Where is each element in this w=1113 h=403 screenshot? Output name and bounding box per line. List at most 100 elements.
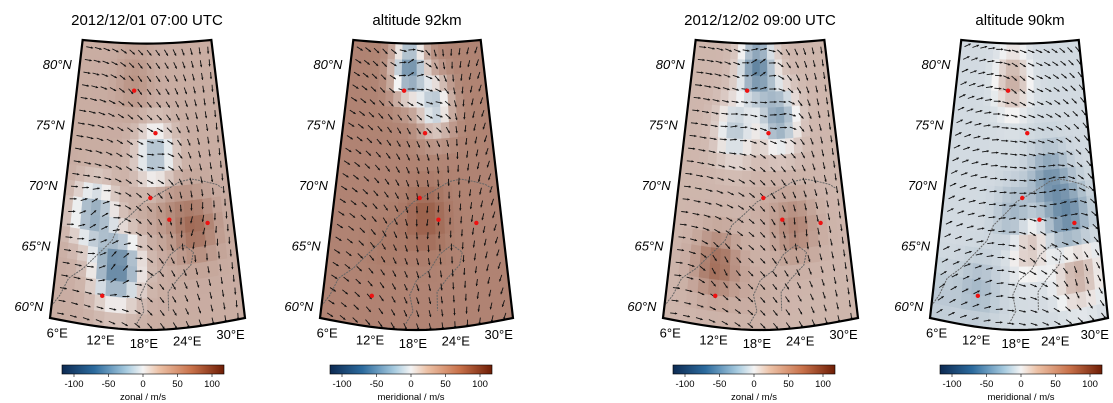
wind-arrow-head: [719, 61, 723, 64]
wind-arrow-head: [186, 312, 189, 315]
field-cell: [204, 228, 217, 246]
wind-arrow-head: [405, 236, 408, 239]
field-cell: [385, 89, 395, 107]
wind-arrow-head: [821, 270, 824, 273]
field-cell: [744, 58, 753, 76]
wind-arrow-head: [1046, 323, 1049, 326]
wind-arrow-head: [462, 259, 465, 263]
wind-arrow-head: [755, 86, 758, 90]
wind-arrow-head: [213, 218, 217, 221]
wind-arrow-head: [1079, 307, 1082, 311]
wind-arrow-head: [210, 179, 214, 182]
wind-arrow-head: [93, 238, 96, 241]
field-cell: [1018, 313, 1030, 331]
wind-arrow-head: [762, 235, 766, 238]
wind-arrow-head: [161, 181, 164, 184]
wind-arrow-head: [202, 232, 205, 235]
field-cell: [808, 229, 820, 248]
wind-arrow-head: [1024, 204, 1027, 208]
field-cell: [716, 311, 729, 329]
wind-arrow-head: [485, 152, 488, 155]
wind-arrow-head: [1004, 191, 1007, 194]
field-cell: [704, 87, 714, 105]
wind-arrow-head: [100, 306, 104, 310]
field-cell: [147, 234, 158, 251]
wind-arrow-head: [762, 169, 766, 172]
field-cell: [714, 57, 724, 75]
wind-arrow-head: [1000, 61, 1003, 64]
field-cell: [723, 168, 735, 187]
wind-arrow-head: [964, 81, 967, 84]
field-cell: [439, 74, 448, 91]
wind-arrow-head: [981, 227, 985, 230]
wind-arrow-head: [118, 204, 121, 207]
wind-arrow-head: [223, 203, 227, 206]
wind-arrow-head: [955, 170, 958, 173]
wind-arrow-head: [462, 104, 465, 107]
wind-arrow-head: [444, 79, 447, 82]
wind-arrow-head: [787, 52, 790, 56]
station-marker: [205, 220, 210, 226]
wind-arrow-head: [376, 50, 380, 54]
wind-arrow-head: [1008, 49, 1012, 52]
lon-tick-label: 24°E: [442, 334, 471, 349]
field-cell: [182, 167, 193, 186]
station-marker: [167, 217, 172, 222]
wind-arrow-head: [381, 285, 385, 289]
wind-arrow-head: [430, 102, 434, 105]
lat-tick-label: 65°N: [21, 238, 51, 253]
wind-arrow-head: [968, 134, 971, 137]
field-cell: [368, 215, 380, 233]
field-cell: [383, 121, 393, 139]
wind-arrow-head: [151, 141, 154, 144]
wind-arrow-head: [974, 186, 977, 190]
field-cell: [784, 121, 794, 139]
field-cell: [957, 212, 969, 231]
wind-arrow-head: [814, 193, 818, 196]
wind-arrow-head: [762, 222, 765, 225]
wind-arrow-head: [951, 208, 954, 211]
field-cell: [154, 74, 163, 92]
wind-arrow-head: [985, 175, 988, 179]
field-cell: [163, 137, 174, 155]
field-cell: [1056, 119, 1066, 138]
wind-arrow-head: [459, 221, 463, 224]
wind-arrow-head: [438, 249, 442, 252]
wind-arrow-head: [427, 171, 430, 174]
field-cell: [752, 43, 761, 60]
field-cell: [759, 202, 771, 219]
field-cell: [960, 181, 971, 199]
wind-arrow-head: [815, 206, 819, 209]
wind-arrow-head: [683, 236, 686, 239]
field-cell: [359, 103, 370, 121]
field-cell: [191, 182, 203, 201]
wind-arrow-head: [208, 64, 211, 67]
wind-arrow-head: [1012, 283, 1015, 286]
station-marker: [153, 130, 158, 136]
wind-arrow-head: [762, 300, 766, 303]
wind-arrow-head: [685, 210, 689, 214]
wind-arrow-head: [97, 187, 100, 190]
wind-arrow-head: [735, 112, 739, 116]
wind-arrow-head: [480, 204, 483, 208]
wind-arrow-head: [477, 76, 480, 79]
field-cell: [750, 202, 761, 219]
colorbar-tick-label: 100: [815, 379, 831, 390]
wind-arrow-head: [195, 116, 198, 120]
field-cell: [974, 230, 985, 249]
wind-arrow-head: [430, 116, 433, 119]
wind-arrow-head: [1064, 201, 1067, 204]
coastline: [930, 178, 1089, 307]
field-cell: [95, 278, 107, 296]
wind-arrow-head: [1015, 127, 1018, 131]
field-cell: [127, 233, 139, 251]
wind-arrow-head: [723, 151, 726, 155]
field-cell: [106, 263, 118, 282]
field-cell: [998, 58, 1007, 76]
wind-arrow-head: [386, 195, 389, 198]
wind-arrow-head: [458, 52, 461, 56]
field-cell: [717, 120, 728, 138]
wind-arrow-head: [1013, 244, 1016, 248]
field-cell: [741, 186, 752, 203]
wind-arrow-head: [783, 222, 786, 226]
